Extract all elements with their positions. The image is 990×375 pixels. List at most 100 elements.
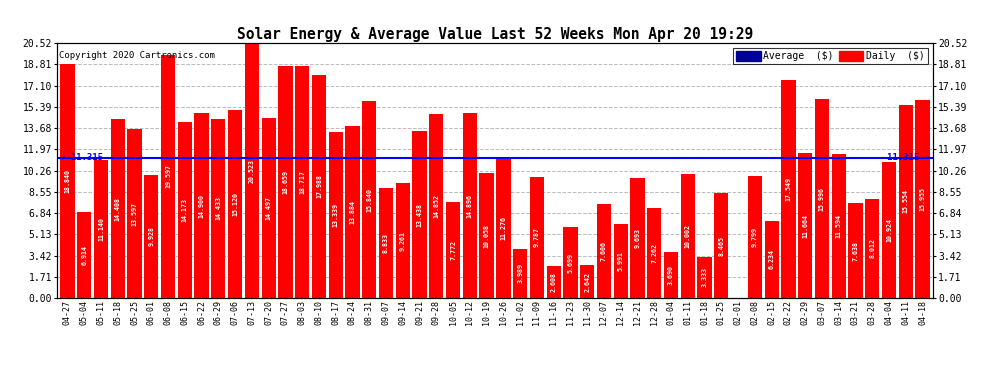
Bar (329, 132, 343, 298)
Text: 17.988: 17.988 (316, 174, 322, 198)
Text: 11.140: 11.140 (98, 217, 104, 241)
Text: 7.606: 7.606 (601, 241, 607, 261)
Bar (580, 265, 594, 298)
Text: 15.996: 15.996 (819, 187, 825, 211)
Bar (697, 257, 712, 298)
Text: 18.717: 18.717 (299, 170, 305, 194)
Text: 17.549: 17.549 (785, 177, 791, 201)
Bar (278, 66, 293, 298)
Bar (882, 162, 896, 298)
Text: 15.840: 15.840 (366, 188, 372, 212)
Text: 2.642: 2.642 (584, 272, 590, 292)
Text: 6.914: 6.914 (81, 245, 87, 265)
Bar (647, 208, 661, 298)
Text: 7.638: 7.638 (852, 241, 858, 261)
Text: 11.594: 11.594 (836, 214, 842, 238)
Bar (546, 266, 560, 298)
Bar (747, 176, 762, 298)
Bar (865, 198, 879, 298)
Text: 14.497: 14.497 (265, 196, 271, 220)
Text: 15.554: 15.554 (903, 189, 909, 213)
Bar (295, 66, 309, 298)
Bar (362, 101, 376, 298)
Bar (815, 99, 829, 298)
Text: 13.339: 13.339 (333, 203, 339, 227)
Text: 3.690: 3.690 (668, 265, 674, 285)
Bar (899, 105, 913, 298)
Bar (513, 249, 528, 298)
Text: 10.058: 10.058 (484, 224, 490, 248)
Text: 19.597: 19.597 (165, 164, 171, 188)
Text: 9.693: 9.693 (635, 228, 641, 248)
Bar (194, 113, 209, 298)
Bar (563, 227, 577, 298)
Bar (60, 64, 74, 298)
Text: 5.991: 5.991 (618, 251, 624, 271)
Bar (312, 75, 326, 298)
Text: 14.173: 14.173 (182, 198, 188, 222)
Bar (245, 43, 259, 298)
Text: 11.276: 11.276 (500, 216, 506, 240)
Bar (379, 188, 393, 298)
Bar (631, 178, 644, 298)
Bar (111, 119, 125, 298)
Text: 11.315 ←: 11.315 ← (887, 153, 930, 162)
Text: 14.900: 14.900 (199, 194, 205, 217)
Text: 15.955: 15.955 (920, 187, 926, 211)
Text: 14.433: 14.433 (216, 196, 222, 220)
Bar (848, 203, 862, 298)
Bar (145, 175, 158, 298)
Title: Solar Energy & Average Value Last 52 Weeks Mon Apr 20 19:29: Solar Energy & Average Value Last 52 Wee… (237, 27, 753, 42)
Bar (94, 160, 108, 298)
Legend: Average  ($), Daily  ($): Average ($), Daily ($) (734, 48, 928, 64)
Text: 13.597: 13.597 (132, 202, 138, 226)
Text: 7.772: 7.772 (450, 240, 456, 260)
Text: 14.896: 14.896 (467, 194, 473, 217)
Text: 9.928: 9.928 (148, 226, 154, 246)
Bar (832, 154, 845, 298)
Text: 5.699: 5.699 (567, 253, 573, 273)
Text: 9.799: 9.799 (751, 227, 758, 247)
Text: → 11.315: → 11.315 (60, 153, 103, 162)
Bar (430, 114, 444, 298)
Bar (781, 80, 796, 298)
Bar (681, 174, 695, 298)
Bar (261, 118, 276, 298)
Bar (462, 113, 477, 298)
Bar (479, 173, 494, 298)
Bar (396, 183, 410, 298)
Text: 8.465: 8.465 (719, 236, 725, 255)
Text: 7.262: 7.262 (651, 243, 657, 263)
Bar (916, 100, 930, 298)
Text: 9.261: 9.261 (400, 231, 406, 251)
Text: 14.408: 14.408 (115, 196, 121, 220)
Bar (496, 158, 511, 298)
Text: 15.120: 15.120 (232, 192, 239, 216)
Bar (597, 204, 611, 298)
Text: 13.438: 13.438 (417, 202, 423, 226)
Text: 11.664: 11.664 (802, 214, 808, 238)
Bar (128, 129, 142, 298)
Text: 10.002: 10.002 (685, 224, 691, 248)
Text: 20.523: 20.523 (248, 159, 254, 183)
Bar (178, 122, 192, 298)
Bar (211, 119, 226, 298)
Bar (530, 177, 544, 298)
Bar (714, 193, 729, 298)
Bar (413, 131, 427, 298)
Text: Copyright 2020 Cartronics.com: Copyright 2020 Cartronics.com (59, 51, 215, 60)
Text: 14.852: 14.852 (434, 194, 440, 218)
Bar (228, 110, 243, 298)
Text: 2.608: 2.608 (550, 272, 556, 292)
Bar (798, 153, 812, 298)
Bar (161, 55, 175, 298)
Text: 10.924: 10.924 (886, 218, 892, 242)
Text: 3.333: 3.333 (702, 267, 708, 287)
Bar (614, 224, 628, 298)
Bar (664, 252, 678, 298)
Bar (346, 126, 359, 298)
Text: 3.989: 3.989 (517, 263, 523, 284)
Text: 18.659: 18.659 (282, 170, 288, 194)
Text: 9.787: 9.787 (534, 227, 540, 248)
Bar (77, 212, 91, 298)
